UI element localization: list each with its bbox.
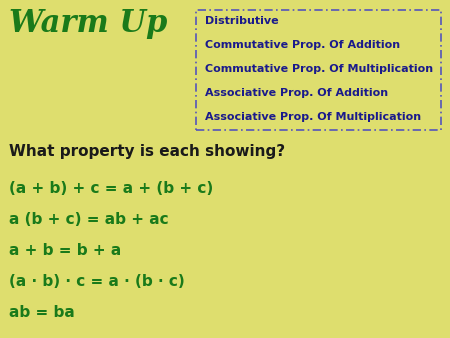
Text: a (b + c) = ab + ac: a (b + c) = ab + ac (9, 212, 169, 227)
Text: a + b = b + a: a + b = b + a (9, 243, 121, 258)
FancyBboxPatch shape (196, 10, 441, 130)
Text: Associative Prop. Of Addition: Associative Prop. Of Addition (205, 88, 388, 98)
Text: Associative Prop. Of Multiplication: Associative Prop. Of Multiplication (205, 112, 421, 122)
Text: Distributive: Distributive (205, 16, 279, 26)
Text: Warm Up: Warm Up (9, 8, 167, 40)
Text: Commutative Prop. Of Addition: Commutative Prop. Of Addition (205, 40, 400, 50)
Text: ab = ba: ab = ba (9, 305, 75, 320)
Text: What property is each showing?: What property is each showing? (9, 144, 285, 159)
Text: Commutative Prop. Of Multiplication: Commutative Prop. Of Multiplication (205, 64, 433, 74)
Text: (a + b) + c = a + (b + c): (a + b) + c = a + (b + c) (9, 181, 213, 196)
Text: (a · b) · c = a · (b · c): (a · b) · c = a · (b · c) (9, 274, 185, 289)
